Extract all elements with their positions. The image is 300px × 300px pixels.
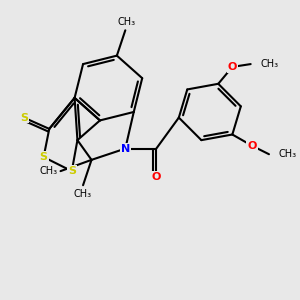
Text: CH₃: CH₃ bbox=[118, 17, 136, 28]
Text: N: N bbox=[121, 144, 130, 154]
Text: S: S bbox=[20, 112, 28, 123]
Text: CH₃: CH₃ bbox=[279, 149, 297, 159]
Text: O: O bbox=[152, 172, 161, 182]
Text: CH₃: CH₃ bbox=[74, 189, 92, 200]
Text: S: S bbox=[68, 166, 76, 176]
Text: O: O bbox=[248, 141, 257, 151]
Text: CH₃: CH₃ bbox=[260, 59, 279, 69]
Text: S: S bbox=[40, 152, 48, 162]
Text: CH₃: CH₃ bbox=[40, 166, 58, 176]
Text: O: O bbox=[228, 62, 237, 72]
